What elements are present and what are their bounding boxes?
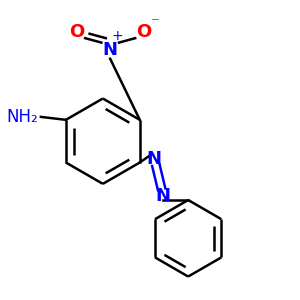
Text: ⁻: ⁻ bbox=[151, 14, 160, 32]
Text: O: O bbox=[69, 23, 84, 41]
Text: NH₂: NH₂ bbox=[6, 108, 38, 126]
Text: N: N bbox=[103, 41, 118, 59]
Text: O: O bbox=[136, 23, 152, 41]
Text: +: + bbox=[112, 28, 123, 43]
Text: N: N bbox=[156, 187, 171, 205]
Text: N: N bbox=[147, 150, 162, 168]
